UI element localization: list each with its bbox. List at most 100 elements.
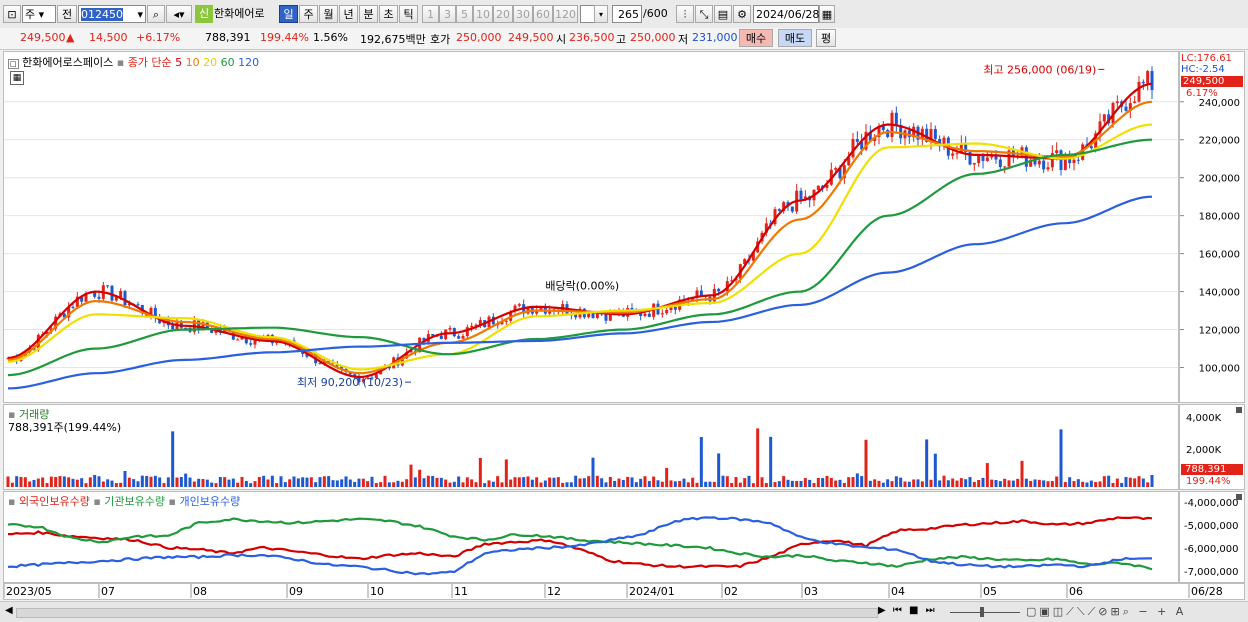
playback-controls[interactable]: ▶ ⏮ ■ ⏭ xyxy=(878,605,937,616)
period-daily[interactable]: 일 xyxy=(279,5,298,23)
period-weekly[interactable]: 주 xyxy=(299,5,318,23)
interval-3[interactable]: 3 xyxy=(439,5,456,23)
volume-bar xyxy=(526,476,530,487)
volume-ratio-tag: 199.44% xyxy=(1186,476,1231,487)
volume-bar xyxy=(322,476,326,487)
code-input[interactable]: 012450 ▾ xyxy=(78,5,146,23)
volume-bar xyxy=(600,478,604,487)
volume-bar xyxy=(881,482,885,487)
volume-bar xyxy=(413,477,417,487)
ask-label: 호가 xyxy=(430,33,451,46)
footer-bar: ◀ ▶ ⏮ ■ ⏭ ▢▣◫⟋⟍⟋⊘⊞⌕ − + A xyxy=(0,601,1248,622)
interval-1[interactable]: 1 xyxy=(422,5,439,23)
candle-body xyxy=(838,168,842,179)
candle-body xyxy=(318,363,322,365)
volume-bar xyxy=(1102,476,1106,487)
candle-body xyxy=(366,377,370,379)
candle-body xyxy=(764,223,768,233)
period-monthly[interactable]: 월 xyxy=(319,5,338,23)
volume-bar xyxy=(409,464,413,487)
volume-bar xyxy=(786,479,790,487)
volume-bar xyxy=(1146,482,1150,487)
interval-120[interactable]: 120 xyxy=(553,5,578,23)
volume-bar xyxy=(1128,477,1132,487)
date-input[interactable]: 2024/06/28 xyxy=(753,5,819,23)
interval-5[interactable]: 5 xyxy=(456,5,473,23)
scroll-left-icon[interactable]: ◀ xyxy=(5,605,13,616)
candle-body xyxy=(1141,81,1145,84)
candle-body xyxy=(158,318,162,324)
panel-close-icon[interactable] xyxy=(1236,494,1242,500)
zoom-slider[interactable] xyxy=(950,612,1020,613)
volume-bar xyxy=(405,479,409,487)
scrollbar[interactable] xyxy=(16,608,878,618)
volume-bar xyxy=(535,477,539,487)
interval-60[interactable]: 60 xyxy=(533,5,553,23)
prev-button[interactable]: 전 xyxy=(57,5,77,23)
interval-20[interactable]: 20 xyxy=(493,5,513,23)
volume-bar xyxy=(669,480,673,487)
volume-bar xyxy=(816,477,820,487)
volume-bar xyxy=(708,481,712,487)
candle-body xyxy=(179,321,183,328)
volume-bar xyxy=(959,478,963,487)
volume-bar xyxy=(964,479,968,487)
volume-bar xyxy=(296,478,300,487)
speaker-icon[interactable]: ◂▾ xyxy=(166,5,192,23)
volume-bar xyxy=(240,476,244,487)
candle-body xyxy=(951,153,955,156)
chart-type-icon[interactable]: ⫶ xyxy=(676,5,694,23)
ma-line-120 xyxy=(7,195,1153,390)
period-minute[interactable]: 분 xyxy=(359,5,378,23)
candle-body xyxy=(405,352,409,359)
interval-dropdown-icon[interactable]: ▾ xyxy=(594,5,608,23)
checkbox-icon[interactable]: □ xyxy=(8,59,19,69)
volume-panel[interactable]: ▪ 거래량 788,391주(199.44%) xyxy=(3,404,1179,490)
period-tick[interactable]: 틱 xyxy=(399,5,418,23)
period-yearly[interactable]: 년 xyxy=(339,5,358,23)
draw-icon[interactable]: ⤡ xyxy=(695,5,713,23)
volume-bar xyxy=(1011,480,1015,487)
volume-bar xyxy=(1133,478,1137,487)
info-bar: 249,500 ▲ 14,500 +6.17% 788,391 199.44% … xyxy=(0,28,1248,50)
search-icon[interactable]: ⌕ xyxy=(147,5,165,23)
price-panel[interactable]: 최고 256,000 (06/19) 최저 90,200 (10/23) 배당락(0… xyxy=(3,51,1179,403)
volume-bar xyxy=(834,480,838,487)
holdings-panel[interactable]: ▪ 외국인보유수량 ▪ 기관보유수량 ▪ 개인보유수량 xyxy=(3,491,1179,583)
candle-body xyxy=(106,285,110,287)
hold-tick-3: -6,000,000 xyxy=(1184,544,1239,555)
volume-bar xyxy=(1072,481,1076,487)
candle-body xyxy=(439,335,443,340)
save-icon[interactable]: ▤ xyxy=(714,5,732,23)
zoom-handle[interactable] xyxy=(980,607,984,617)
volume-bar xyxy=(257,477,261,487)
tool-icons[interactable]: ▢▣◫⟋⟍⟋⊘⊞⌕ − + A xyxy=(1026,605,1187,618)
gear-icon[interactable]: ⚙ xyxy=(733,5,751,23)
window-icon[interactable]: ⊡ xyxy=(3,5,21,23)
price-tick: 100,000 xyxy=(1199,364,1240,375)
volume-bar xyxy=(1076,479,1080,487)
volume-bar xyxy=(353,481,357,487)
sell-button[interactable]: 매도 xyxy=(778,29,812,47)
volume-bar xyxy=(808,479,812,487)
avg-button[interactable]: 평 xyxy=(816,29,836,47)
panel-close-icon[interactable] xyxy=(1236,407,1242,413)
holdings-line-0 xyxy=(8,516,1153,569)
grid-toggle-icon[interactable]: ▦ xyxy=(10,71,24,85)
ma-line-5 xyxy=(7,82,1153,379)
volume-bar xyxy=(435,477,439,487)
volume-bar xyxy=(1055,476,1059,487)
x-tick-label: 03 xyxy=(804,585,818,598)
interval-30[interactable]: 30 xyxy=(513,5,533,23)
legend-stock-name: 한화에어로스페이스 xyxy=(22,56,114,69)
period-select[interactable]: 주 ▾ xyxy=(22,5,56,23)
buy-button[interactable]: 매수 xyxy=(739,29,773,47)
volume-bar xyxy=(1111,483,1115,487)
count-input[interactable]: 265 xyxy=(612,5,642,23)
volume-bar xyxy=(119,482,123,487)
period-second[interactable]: 초 xyxy=(379,5,398,23)
candle-body xyxy=(881,126,885,130)
calendar-icon[interactable]: ▦ xyxy=(819,5,835,23)
volume-bar xyxy=(842,482,846,487)
interval-10[interactable]: 10 xyxy=(473,5,493,23)
